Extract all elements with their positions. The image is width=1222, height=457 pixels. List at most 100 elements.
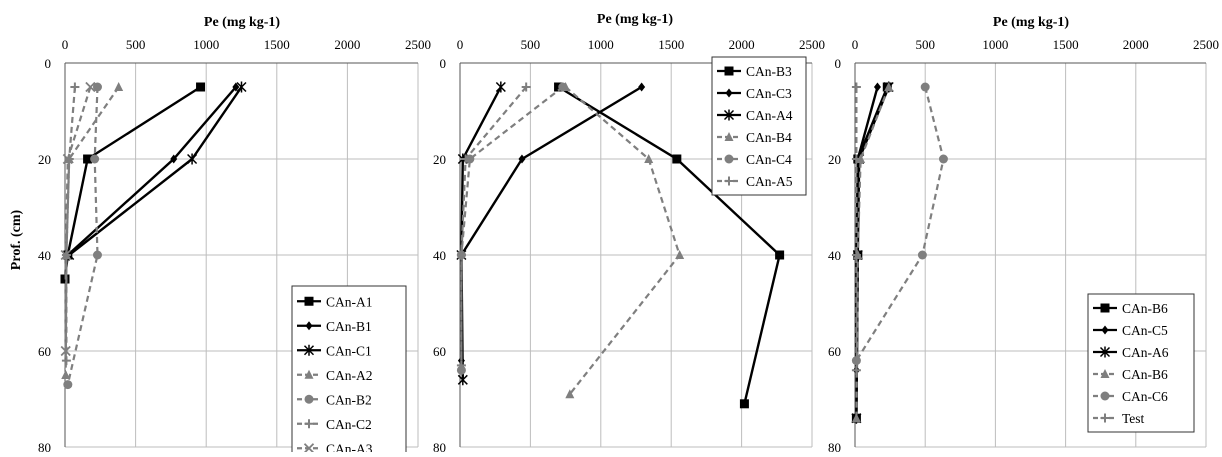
chart-3-x-tick-label: 2000 xyxy=(1123,37,1149,52)
chart-1-series-2 xyxy=(64,82,240,260)
legend-marker xyxy=(303,344,315,356)
chart-1-x-tick-label: 2000 xyxy=(334,37,360,52)
legend-label: CAn-B1 xyxy=(326,319,372,334)
legend-label: CAn-A3 xyxy=(326,441,373,452)
chart-3-series-line xyxy=(855,86,879,371)
chart-2-series-line xyxy=(557,85,781,405)
chart-1-y-tick-label: 0 xyxy=(45,56,52,71)
chart-2-data-point xyxy=(672,154,682,164)
chart-1-legend-item: CAn-B2 xyxy=(297,392,372,407)
chart-3-data-point xyxy=(873,82,881,92)
chart-2-plot: 0 500 1000 1500 2000 2500 0 20 40 60 80 xyxy=(433,37,825,455)
chart-3-data-point xyxy=(851,365,861,375)
chart-1-series-7 xyxy=(60,81,96,357)
y-axis-label: Prof. (cm) xyxy=(9,209,24,270)
chart-2-legend-item: CAn-A4 xyxy=(717,108,793,123)
chart-2-x-tick-label: 1000 xyxy=(588,37,614,52)
chart-3-legend-item: Test xyxy=(1093,411,1145,426)
legend-label: CAn-B6 xyxy=(1122,301,1168,316)
chart-2-series-line xyxy=(460,86,564,371)
chart-3-x-tick-label: 1500 xyxy=(1053,37,1079,52)
chart-3-x-tick-label: 1000 xyxy=(982,37,1008,52)
chart-1-plot: 0 500 1000 1500 2000 2500 0 20 40 60 80 xyxy=(38,37,431,455)
chart-3-data-point xyxy=(851,413,861,423)
legend-marker xyxy=(1100,369,1110,378)
legend-marker xyxy=(724,176,734,186)
legend-label: CAn-C6 xyxy=(1122,389,1168,404)
chart-2-data-point xyxy=(565,389,575,399)
chart-1-legend-box xyxy=(291,285,407,457)
chart-2-y-tick-label: 80 xyxy=(433,440,446,452)
chart-2-legend-item: CAn-C4 xyxy=(717,152,792,167)
chart-1-series-1 xyxy=(60,82,206,284)
chart-2-y-tick-label: 0 xyxy=(440,56,447,71)
chart-1-data-point xyxy=(196,82,206,92)
chart-1-data-point xyxy=(83,154,93,164)
legend-marker xyxy=(1100,303,1110,313)
legend-marker xyxy=(1101,325,1109,335)
chart-3-y-tick-label: 60 xyxy=(828,344,841,359)
chart-1-x-tick-label: 0 xyxy=(62,37,69,52)
chart-1-series-line xyxy=(66,86,99,385)
chart-1-series-line xyxy=(63,85,202,280)
legend-label: CAn-B4 xyxy=(746,130,792,145)
chart-3: Pe (mg kg-1) 0 500 1000 1500 2000 2500 0 20 40 60… xyxy=(828,15,1219,455)
chart-2-legend-item: CAn-A5 xyxy=(717,174,793,189)
chart-1-legend-item: CAn-C1 xyxy=(297,343,372,358)
legend-label: CAn-A1 xyxy=(326,294,373,309)
chart-3-plot: 0 500 1000 1500 2000 2500 0 20 40 60 80 xyxy=(828,37,1219,455)
chart-1-y-tick-label: 80 xyxy=(38,440,51,452)
legend-marker xyxy=(725,88,733,98)
chart-1-data-point xyxy=(92,250,102,260)
chart-1-data-point xyxy=(70,82,80,92)
chart-2-x-tick-label: 0 xyxy=(457,37,464,52)
chart-1-data-point xyxy=(92,82,102,92)
chart-2-series-line xyxy=(460,86,502,380)
legend-marker xyxy=(724,132,734,141)
chart-2-data-point xyxy=(638,82,646,92)
chart-2-series-line xyxy=(564,86,681,395)
chart-2-legend-item: CAn-B4 xyxy=(717,130,792,145)
chart-1-data-point xyxy=(60,249,71,261)
chart-2-data-point xyxy=(675,250,685,259)
legend-label: CAn-C5 xyxy=(1122,323,1168,338)
chart-3-series-6 xyxy=(851,82,861,375)
chart-3-y-tick-label: 40 xyxy=(828,248,841,263)
chart-2-series-6 xyxy=(456,82,531,370)
chart-2-data-point xyxy=(739,399,749,409)
legend-marker xyxy=(1099,346,1111,358)
chart-1-data-point xyxy=(63,380,73,390)
chart-1-legend-item: CAn-B1 xyxy=(297,319,372,334)
legend-label: CAn-A6 xyxy=(1122,345,1169,360)
legend-label: CAn-C2 xyxy=(326,417,372,432)
chart-1-y-tick-label: 20 xyxy=(38,152,51,167)
chart-2-title: Pe (mg kg-1) xyxy=(597,12,674,27)
chart-1-y-tick-label: 60 xyxy=(38,344,51,359)
chart-1-data-point xyxy=(85,81,96,93)
chart-3-x-tick-label: 500 xyxy=(915,37,935,52)
legend-marker xyxy=(1100,413,1110,423)
chart-1-series-line xyxy=(66,86,237,256)
chart-1-data-point xyxy=(236,81,247,93)
legend-marker xyxy=(304,394,314,404)
chart-3-data-point xyxy=(884,82,894,91)
legend-marker xyxy=(723,109,735,121)
chart-2-data-point xyxy=(456,250,466,260)
chart-1-y-tick-label: 40 xyxy=(38,248,51,263)
chart-3-series-line xyxy=(855,86,945,362)
chart-2-data-point xyxy=(775,250,785,260)
chart-3-data-point xyxy=(851,250,861,260)
chart-1-x-tick-label: 1000 xyxy=(193,37,219,52)
chart-1-x-tick-label: 500 xyxy=(126,37,146,52)
chart-2-x-tick-label: 500 xyxy=(521,37,541,52)
chart-1-title: Pe (mg kg-1) xyxy=(204,15,281,30)
legend-label: CAn-A4 xyxy=(746,108,793,123)
legend-marker xyxy=(305,321,313,331)
chart-3-legend-box xyxy=(1087,293,1195,433)
chart-2-data-point xyxy=(495,81,506,93)
chart-3-data-point xyxy=(917,250,927,260)
chart-2-series-2 xyxy=(457,82,646,366)
chart-2-data-point xyxy=(558,82,568,92)
